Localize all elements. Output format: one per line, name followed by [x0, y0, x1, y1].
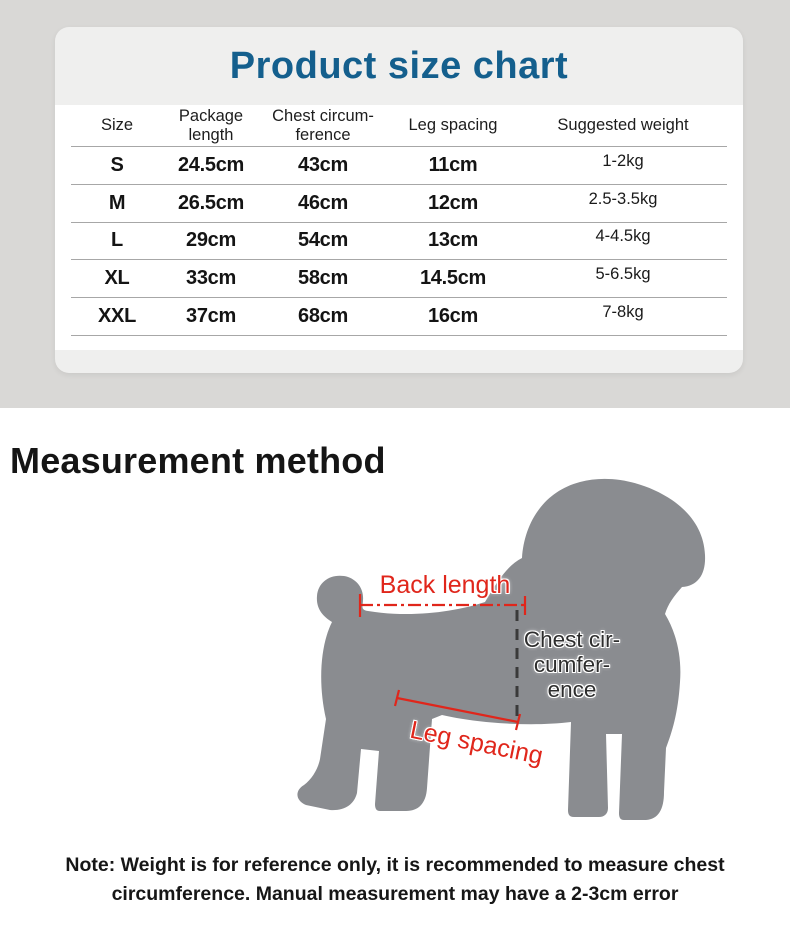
cell-package: 29cm [186, 229, 236, 252]
leg-spacing-line [396, 696, 519, 724]
cell-chest: 68cm [298, 305, 348, 328]
cell-chest: 46cm [298, 191, 348, 214]
cell-weight: 4-4.5kg [595, 227, 651, 246]
size-chart-card: Product size chart Size Package length C… [55, 27, 743, 373]
cell-package: 37cm [186, 305, 236, 328]
cell-size: XL [104, 267, 130, 290]
cell-weight: 2.5-3.5kg [588, 189, 658, 208]
cell-package: 33cm [186, 267, 236, 290]
cell-chest: 58cm [298, 267, 348, 290]
dog-diagram-svg [297, 478, 706, 820]
table-row-m: M 26.5cm 46cm 12cm 2.5-3.5kg [71, 185, 727, 223]
header-package-length: Package length [178, 106, 244, 144]
cell-leg: 14.5cm [419, 267, 487, 290]
table-row-l: L 29cm 54cm 13cm 4-4.5kg [71, 223, 727, 261]
table-row-xxl: XXL 37cm 68cm 16cm 7-8kg [71, 298, 727, 336]
header-chest-circumference: Chest circum- ference [272, 106, 374, 144]
measurement-heading: Measurement method [10, 440, 386, 481]
dog-silhouette [297, 478, 706, 820]
cell-weight: 5-6.5kg [595, 265, 651, 284]
cell-leg: 11cm [428, 153, 478, 176]
cell-chest: 43cm [298, 153, 348, 176]
cell-size: M [108, 191, 126, 214]
table-row-xl: XL 33cm 58cm 14.5cm 5-6.5kg [71, 260, 727, 299]
cell-leg: 16cm [428, 305, 478, 328]
cell-weight: 1-2kg [602, 151, 644, 170]
page-title: Product size chart [229, 44, 569, 87]
cell-leg: 12cm [428, 191, 478, 214]
measurement-diagram: Back length Chest cir- cumfer- ence Leg … [280, 470, 710, 830]
top-gray-background: Product size chart Size Package length C… [0, 0, 790, 408]
cell-weight: 7-8kg [602, 303, 644, 322]
table-header-row: Size Package length Chest circum- ferenc… [71, 105, 727, 147]
cell-size: XXL [98, 305, 136, 328]
table-row-s: S 24.5cm 43cm 11cm 1-2kg [71, 147, 727, 185]
cell-chest: 54cm [298, 229, 348, 252]
header-leg-spacing: Leg spacing [408, 116, 498, 135]
cell-package: 26.5cm [177, 191, 245, 214]
chest-circumference-label: Chest cir- cumfer- ence [523, 627, 621, 702]
cell-leg: 13cm [428, 229, 478, 252]
size-table: Size Package length Chest circum- ferenc… [55, 105, 743, 350]
cell-package: 24.5cm [177, 153, 245, 176]
header-size: Size [100, 116, 134, 135]
cell-size: S [110, 153, 124, 176]
note-text: Note: Weight is for reference only, it i… [65, 854, 725, 905]
leg-spacing-tick-right [514, 713, 522, 731]
leg-spacing-tick-left [393, 689, 401, 707]
cell-size: L [111, 229, 123, 252]
header-suggested-weight: Suggested weight [557, 116, 689, 135]
title-band: Product size chart [55, 27, 743, 105]
back-length-label: Back length [379, 571, 511, 599]
